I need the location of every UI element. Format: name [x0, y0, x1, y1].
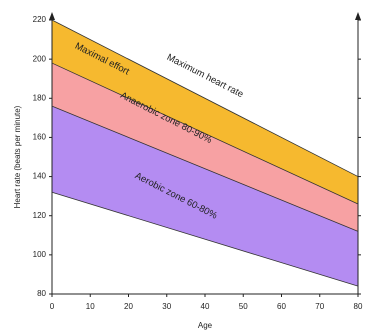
- zone-boundary: [51, 19, 359, 177]
- x-tick-label: 50: [239, 302, 248, 311]
- x-tick-label: 20: [124, 302, 133, 311]
- zone-boundary: [51, 62, 359, 205]
- x-tick-label: 0: [50, 302, 55, 311]
- axis-arrow: [49, 12, 55, 20]
- y-tick-label: 200: [33, 54, 47, 63]
- zone-band: [52, 20, 358, 204]
- y-tick-label: 220: [33, 15, 47, 24]
- axis-arrow: [355, 12, 361, 20]
- zone-boundary: [51, 105, 359, 232]
- x-tick-label: 10: [86, 302, 95, 311]
- y-tick-label: 100: [33, 250, 47, 259]
- y-tick-label: 120: [33, 211, 47, 220]
- y-axis-label: Heart rate (beats per minute): [13, 105, 22, 208]
- x-tick-label: 30: [162, 302, 171, 311]
- x-tick-label: 70: [315, 302, 324, 311]
- x-tick-label: 60: [277, 302, 286, 311]
- zone-band: [52, 106, 358, 287]
- x-tick-label: 40: [201, 302, 210, 311]
- y-tick-label: 160: [33, 133, 47, 142]
- y-tick-label: 140: [33, 172, 47, 181]
- y-tick-label: 180: [33, 93, 47, 102]
- x-tick-label: 80: [354, 302, 363, 311]
- zone-boundary: [51, 191, 359, 287]
- x-axis-label: Age: [198, 321, 213, 330]
- zone-band: [52, 63, 358, 232]
- zone-layer: [52, 20, 358, 287]
- y-tick-label: 80: [37, 289, 46, 298]
